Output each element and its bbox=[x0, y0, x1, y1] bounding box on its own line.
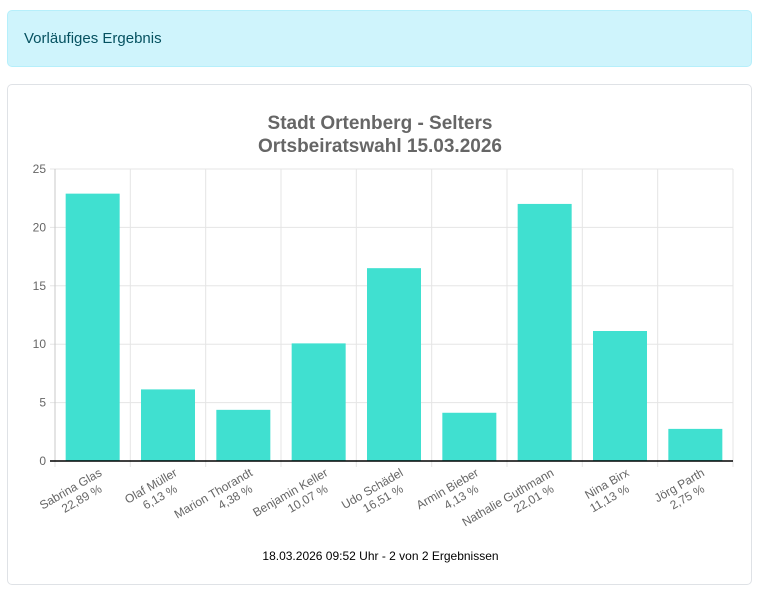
y-tick-label: 5 bbox=[39, 396, 46, 410]
bar bbox=[517, 203, 572, 461]
x-tick-label-group: Jörg Parth2,75 % bbox=[652, 465, 714, 517]
bar bbox=[65, 193, 120, 461]
bar bbox=[216, 409, 271, 461]
chart-title-line: Ortsbeiratswahl 15.03.2026 bbox=[258, 136, 502, 157]
bar bbox=[668, 428, 723, 461]
x-tick-label: Nina Birx11,13 % bbox=[580, 465, 638, 515]
x-tick-label-group: Nina Birx11,13 % bbox=[580, 465, 638, 515]
bar bbox=[141, 389, 195, 461]
chart-footer: 18.03.2026 09:52 Uhr - 2 von 2 Ergebniss… bbox=[262, 549, 499, 563]
alert-text: Vorläufiges Ergebnis bbox=[24, 30, 162, 47]
x-tick-label: Sabrina Glas22,89 % bbox=[37, 465, 111, 524]
y-tick-label: 10 bbox=[33, 337, 47, 351]
y-tick-label: 15 bbox=[33, 279, 47, 293]
x-tick-label-group: Benjamin Keller10,07 % bbox=[250, 465, 337, 531]
status-alert: Vorläufiges Ergebnis bbox=[7, 10, 752, 67]
x-tick-label: Udo Schädel16,51 % bbox=[339, 465, 413, 524]
x-tick-label-group: Marion Thorandt4,38 % bbox=[172, 465, 263, 533]
x-tick-label: Benjamin Keller10,07 % bbox=[250, 465, 337, 531]
y-tick-label: 0 bbox=[39, 454, 46, 468]
bar bbox=[291, 343, 346, 461]
bar bbox=[593, 331, 647, 461]
bar bbox=[367, 268, 421, 461]
y-tick-label: 20 bbox=[33, 220, 47, 234]
bar bbox=[442, 412, 497, 461]
chart-title-line: Stadt Ortenberg - Selters bbox=[268, 113, 493, 134]
y-tick-label: 25 bbox=[33, 162, 47, 176]
x-tick-label-group: Udo Schädel16,51 % bbox=[339, 465, 413, 524]
x-tick-label-group: Sabrina Glas22,89 % bbox=[37, 465, 111, 524]
x-tick-label: Marion Thorandt4,38 % bbox=[172, 465, 263, 533]
x-tick-label: Jörg Parth2,75 % bbox=[652, 465, 714, 517]
